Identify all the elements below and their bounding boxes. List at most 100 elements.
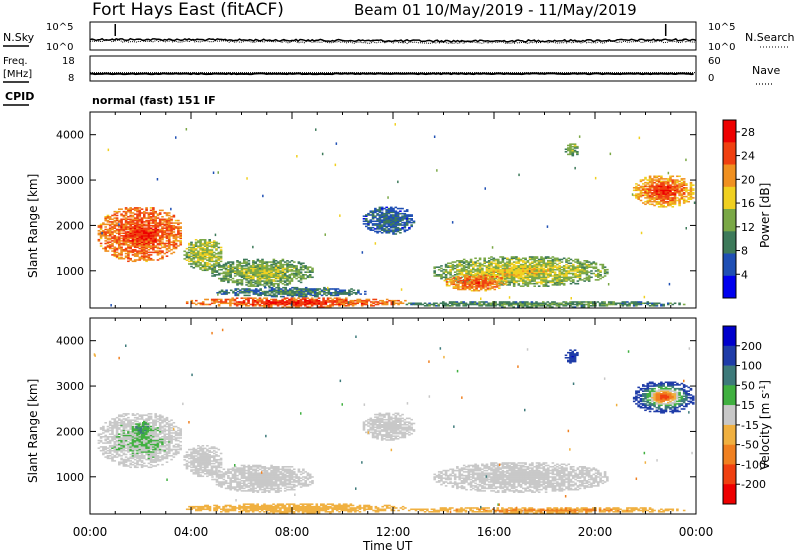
- power-cell: [245, 284, 248, 286]
- power-cell: [188, 243, 191, 245]
- power-cell: [447, 263, 450, 265]
- power-cell: [553, 301, 556, 303]
- power-cell: [572, 260, 575, 262]
- power-cell: [599, 274, 602, 276]
- power-cell: [640, 200, 643, 202]
- power-cell: [150, 245, 153, 247]
- power-cell: [332, 292, 335, 294]
- ytick-label: 3000: [56, 174, 84, 187]
- power-cell: [459, 280, 462, 282]
- power-cell: [384, 301, 387, 303]
- power-cell: [202, 239, 205, 241]
- power-cell: [148, 254, 151, 256]
- power-cell: [543, 284, 546, 286]
- power-cell: [150, 254, 153, 256]
- power-cell: [229, 261, 232, 263]
- power-cell: [658, 303, 661, 305]
- power-cell: [363, 221, 366, 223]
- power-cell: [624, 301, 627, 303]
- power-cell: [248, 275, 251, 277]
- power-cell: [107, 224, 110, 226]
- power-cell: [356, 299, 359, 301]
- power-cell: [554, 263, 557, 265]
- power-cell: [595, 279, 598, 281]
- power-cell: [381, 224, 384, 226]
- power-cell: [662, 205, 665, 207]
- power-cell: [282, 296, 285, 298]
- power-cell: [104, 226, 107, 228]
- velocity-cell: [107, 453, 110, 455]
- power-cell: [129, 245, 132, 247]
- power-cell: [289, 274, 292, 276]
- power-cell: [280, 288, 283, 290]
- power-cbar-swatch: [723, 120, 736, 143]
- power-cell: [259, 264, 262, 266]
- power-cell: [295, 265, 298, 267]
- power-cell: [667, 201, 670, 203]
- power-cell: [219, 291, 222, 293]
- power-cell: [660, 181, 663, 183]
- power-cell: [366, 299, 369, 301]
- power-cell: [450, 279, 453, 281]
- power-cell: [561, 271, 564, 273]
- power-cell: [602, 277, 605, 279]
- power-cell: [606, 304, 609, 306]
- power-cell: [234, 292, 237, 294]
- power-cell: [438, 269, 441, 271]
- power-cell: [547, 268, 550, 270]
- power-cell: [202, 270, 205, 272]
- freq-series: [90, 73, 694, 74]
- power-cell: [211, 244, 214, 246]
- power-cell: [145, 212, 148, 214]
- power-cell: [459, 289, 462, 291]
- power-cell: [522, 264, 525, 266]
- power-cell: [322, 153, 324, 156]
- power-cell: [442, 301, 445, 303]
- power-cell: [458, 269, 461, 271]
- power-cell: [225, 290, 228, 292]
- power-cell: [647, 190, 649, 193]
- power-cell: [484, 289, 487, 291]
- power-cell: [483, 271, 486, 273]
- power-cell: [118, 223, 120, 226]
- power-cell: [502, 264, 505, 266]
- power-cell: [107, 241, 110, 243]
- power-cell: [447, 304, 450, 306]
- power-cell: [367, 221, 370, 223]
- power-cell: [404, 213, 407, 215]
- power-cell: [440, 303, 443, 305]
- power-cell: [213, 254, 216, 256]
- power-cell: [590, 270, 593, 272]
- power-cell: [243, 271, 246, 273]
- power-cell: [410, 303, 413, 305]
- power-cell: [221, 293, 224, 295]
- power-cell: [284, 261, 287, 263]
- power-cell: [325, 295, 328, 297]
- power-cell: [116, 217, 119, 219]
- power-cell: [223, 264, 226, 266]
- power-cell: [364, 293, 367, 295]
- power-cell: [248, 266, 251, 268]
- power-cell: [270, 261, 273, 263]
- power-cell: [381, 300, 384, 302]
- power-cell: [374, 231, 377, 233]
- noise-panel: 10^5 10^0 10^5 10^0: [46, 22, 735, 53]
- power-cell: [487, 279, 490, 281]
- power-cell: [642, 179, 645, 181]
- power-cell: [529, 256, 532, 258]
- power-cell: [374, 221, 377, 223]
- freq-label: Freq.: [3, 56, 28, 67]
- power-cell: [678, 176, 681, 178]
- power-cell: [275, 299, 278, 301]
- power-cell: [379, 207, 382, 209]
- power-cell: [363, 215, 366, 217]
- power-cell: [365, 226, 368, 228]
- power-cell: [410, 218, 413, 220]
- power-cell: [134, 222, 137, 224]
- power-cell: [440, 268, 443, 270]
- power-cell: [296, 155, 298, 158]
- power-cell: [127, 261, 130, 263]
- power-cell: [658, 178, 661, 180]
- power-cell: [186, 259, 189, 261]
- power-cell: [626, 304, 629, 306]
